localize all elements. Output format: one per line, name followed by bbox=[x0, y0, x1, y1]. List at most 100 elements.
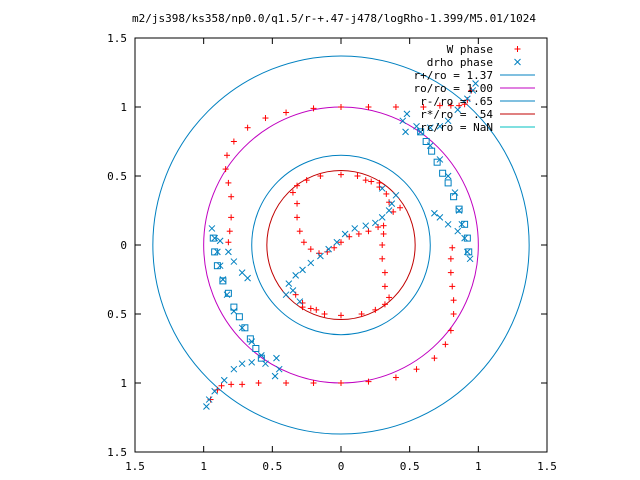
cross-marker bbox=[444, 220, 452, 228]
plus-marker bbox=[228, 381, 235, 388]
plus-marker bbox=[379, 242, 386, 248]
cross-marker bbox=[289, 287, 297, 294]
plus-marker bbox=[380, 230, 387, 237]
box-marker bbox=[444, 179, 452, 187]
series-box bbox=[209, 128, 473, 362]
plus-marker bbox=[224, 152, 231, 159]
plus-marker bbox=[362, 177, 369, 184]
plus-marker bbox=[386, 294, 393, 301]
cross-marker bbox=[307, 259, 315, 267]
plus-marker bbox=[461, 101, 468, 108]
cross-marker bbox=[299, 266, 306, 274]
cross-marker bbox=[244, 274, 251, 282]
plus-marker bbox=[392, 374, 399, 381]
box-marker bbox=[241, 324, 249, 332]
plus-marker bbox=[365, 228, 372, 235]
box-marker bbox=[428, 147, 436, 155]
plus-marker bbox=[456, 102, 463, 109]
plus-marker bbox=[307, 246, 314, 253]
x-tick-label: 0 bbox=[338, 460, 345, 473]
box-marker bbox=[235, 313, 243, 321]
cross-marker bbox=[317, 252, 324, 260]
cross-marker bbox=[211, 387, 219, 395]
plus-marker bbox=[338, 380, 344, 386]
y-tick-label: 0 bbox=[120, 239, 127, 252]
legend-label: ro/ro = 1.00 bbox=[414, 82, 493, 95]
x-axis: 1.5 1 0.5 0 0.5 1 1.5 bbox=[125, 38, 557, 473]
legend-label: r-/ro = .65 bbox=[420, 95, 493, 108]
cross-marker bbox=[220, 376, 228, 384]
cross-marker bbox=[454, 106, 462, 114]
cross-marker bbox=[426, 142, 434, 149]
plus-marker bbox=[365, 378, 372, 385]
cross-marker bbox=[403, 110, 411, 118]
box-marker bbox=[252, 345, 260, 352]
plus-marker bbox=[413, 366, 420, 373]
plus-marker bbox=[294, 200, 301, 207]
x-tick-label: 1 bbox=[200, 460, 207, 473]
plus-marker bbox=[244, 124, 251, 131]
cross-marker bbox=[341, 230, 349, 238]
plus-marker bbox=[376, 179, 383, 186]
plus-marker bbox=[222, 166, 229, 173]
plus-marker bbox=[381, 269, 388, 276]
plus-marker bbox=[262, 115, 269, 122]
box-marker bbox=[219, 277, 227, 285]
y-tick-label: 0.5 bbox=[107, 308, 127, 321]
plus-marker bbox=[294, 182, 301, 189]
plus-marker bbox=[381, 301, 388, 308]
box-marker bbox=[422, 138, 430, 145]
cross-marker bbox=[469, 87, 477, 94]
plus-marker bbox=[381, 283, 388, 290]
cross-marker bbox=[454, 227, 462, 235]
cross-marker bbox=[378, 185, 386, 192]
box-marker bbox=[455, 205, 463, 213]
plus-marker bbox=[310, 105, 317, 112]
plus-marker bbox=[225, 239, 232, 246]
plus-marker bbox=[255, 380, 262, 386]
plus-marker bbox=[296, 228, 303, 235]
cross-marker bbox=[426, 124, 434, 132]
plus-marker bbox=[283, 380, 290, 386]
box-marker bbox=[213, 262, 221, 270]
plus-marker bbox=[358, 311, 365, 317]
plus-marker bbox=[447, 255, 454, 262]
plus-marker bbox=[307, 305, 314, 312]
plus-marker bbox=[383, 190, 390, 197]
plus-marker bbox=[228, 193, 235, 200]
plus-marker bbox=[228, 214, 235, 221]
radius-circle bbox=[152, 55, 530, 435]
cross-marker bbox=[413, 122, 420, 130]
cross-marker bbox=[392, 191, 400, 199]
plus-marker bbox=[321, 311, 328, 317]
plus-marker bbox=[390, 208, 397, 215]
chart-title: m2/js398/ks358/np0.0/q1.5/r-+.47-j478/lo… bbox=[132, 12, 536, 25]
cross-marker bbox=[436, 122, 444, 130]
plus-marker bbox=[338, 312, 344, 319]
y-tick-label: 1 bbox=[120, 101, 127, 114]
cross-marker bbox=[399, 117, 407, 125]
cross-marker bbox=[216, 237, 224, 245]
cross-marker bbox=[271, 372, 279, 380]
y-tick-label: 0.5 bbox=[107, 170, 127, 183]
box-marker bbox=[257, 354, 265, 362]
cross-marker bbox=[436, 214, 444, 221]
cross-marker bbox=[282, 291, 290, 299]
cross-marker bbox=[472, 80, 479, 87]
plus-marker bbox=[365, 104, 372, 110]
cross-marker bbox=[248, 358, 256, 366]
plus-marker bbox=[368, 178, 375, 185]
cross-marker bbox=[273, 354, 280, 362]
plus-marker bbox=[447, 269, 454, 276]
plus-marker bbox=[239, 381, 246, 388]
cross-marker bbox=[466, 255, 474, 263]
y-tick-label: 1.5 bbox=[107, 446, 127, 459]
plus-marker bbox=[294, 214, 301, 221]
plus-marker bbox=[420, 104, 427, 110]
plus-marker bbox=[379, 255, 386, 262]
cross-marker bbox=[325, 245, 332, 253]
y-axis: 1.5 1 0.5 0 0.5 1 1.5 bbox=[107, 32, 547, 459]
cross-marker bbox=[351, 225, 359, 232]
